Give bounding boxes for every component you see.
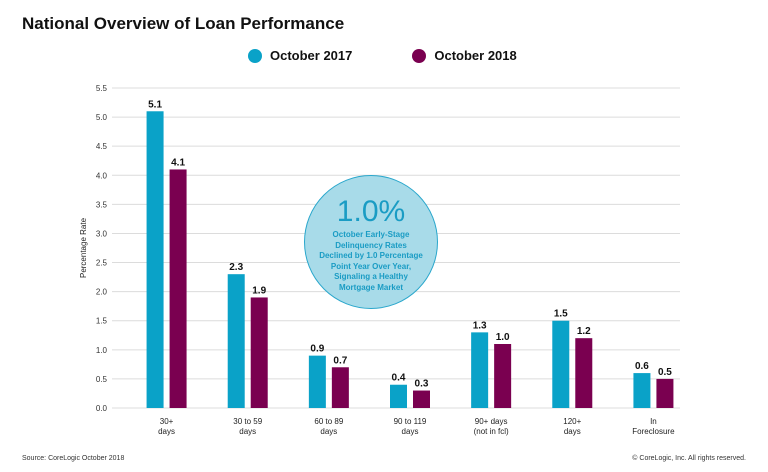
x-tick-label: days (402, 427, 419, 436)
callout-line: Declined by 1.0 Percentage (319, 251, 423, 260)
y-tick-label: 1.5 (96, 317, 108, 326)
bar-2017 (390, 384, 407, 408)
data-label: 1.5 (554, 309, 568, 320)
legend-label-2018: October 2018 (434, 48, 517, 63)
legend-label-2017: October 2017 (270, 48, 353, 63)
x-tick-label: (not in fcl) (474, 427, 509, 436)
x-tick-label: days (320, 427, 337, 436)
callout-line: Signaling a Healthy (334, 272, 408, 281)
y-axis-label: Percentage Rate (79, 217, 88, 278)
x-tick-label: days (564, 427, 581, 436)
x-tick-label: 120+ (563, 417, 581, 426)
legend-item-2018: October 2018 (412, 48, 517, 63)
y-tick-label: 5.0 (96, 113, 108, 122)
x-tick-label: Foreclosure (632, 427, 675, 436)
data-label: 1.2 (577, 326, 591, 337)
callout-text: October Early-Stage Delinquency Rates De… (305, 230, 437, 293)
callout-circle: 1.0% October Early-Stage Delinquency Rat… (304, 175, 438, 309)
data-label: 0.4 (392, 373, 406, 384)
bar-2018 (413, 390, 430, 408)
bar-2018 (656, 378, 674, 408)
legend-swatch-2018 (412, 48, 427, 63)
bar-2017 (633, 373, 651, 408)
x-tick-label: 90 to 119 (394, 417, 427, 426)
x-tick-label: 30+ (160, 417, 174, 426)
legend: October 2017 October 2018 (248, 48, 517, 63)
y-tick-label: 4.0 (96, 171, 108, 180)
data-label: 1.0 (496, 332, 510, 343)
bar-2017 (227, 274, 245, 408)
x-tick-label: days (239, 427, 256, 436)
bar-2018 (494, 344, 512, 408)
y-tick-label: 3.5 (96, 200, 108, 209)
callout-line: Point Year Over Year, (330, 261, 412, 271)
y-tick-label: 1.0 (96, 346, 108, 355)
callout-line: Mortgage Market (338, 282, 403, 292)
data-label: 0.9 (310, 344, 324, 355)
y-tick-label: 2.5 (96, 259, 108, 268)
copyright-note: © CoreLogic, Inc. All rights reserved. (632, 455, 746, 462)
data-label: 0.3 (415, 379, 429, 390)
legend-item-2017: October 2017 (248, 48, 352, 63)
legend-swatch-2017 (248, 48, 262, 63)
data-label: 2.3 (229, 262, 243, 273)
bar-2018 (575, 338, 593, 408)
data-label: 0.6 (635, 361, 649, 372)
bar-2017 (308, 355, 326, 408)
y-tick-label: 0.0 (96, 404, 108, 413)
x-tick-label: 30 to 59 (233, 417, 262, 426)
bar-2017 (552, 320, 570, 408)
y-tick-label: 0.5 (96, 375, 108, 384)
data-label: 1.9 (252, 285, 266, 296)
data-label: 0.5 (658, 367, 672, 378)
bar-2018 (169, 169, 187, 408)
bar-2017 (471, 332, 489, 408)
callout-value: 1.0% (336, 195, 406, 228)
y-tick-label: 5.5 (96, 84, 108, 93)
y-tick-label: 4.5 (96, 142, 108, 151)
data-label: 4.1 (171, 157, 185, 168)
x-tick-label: 90+ days (475, 417, 508, 426)
x-tick-label: In (650, 417, 657, 426)
y-tick-label: 2.0 (96, 288, 108, 297)
chart-title: National Overview of Loan Performance (22, 14, 345, 33)
data-label: 5.1 (148, 99, 162, 110)
data-label: 1.3 (473, 320, 487, 331)
callout-line: Delinquency Rates (335, 240, 407, 250)
source-note: Source: CoreLogic October 2018 (22, 455, 125, 462)
data-label: 0.7 (333, 355, 347, 366)
x-tick-label: 60 to 89 (314, 417, 343, 426)
callout-line: October Early-Stage (332, 230, 410, 239)
x-tick-label: days (158, 427, 175, 436)
y-tick-label: 3.0 (96, 229, 108, 238)
bar-2018 (250, 297, 268, 408)
bar-2018 (331, 367, 349, 408)
bar-2017 (146, 111, 164, 408)
